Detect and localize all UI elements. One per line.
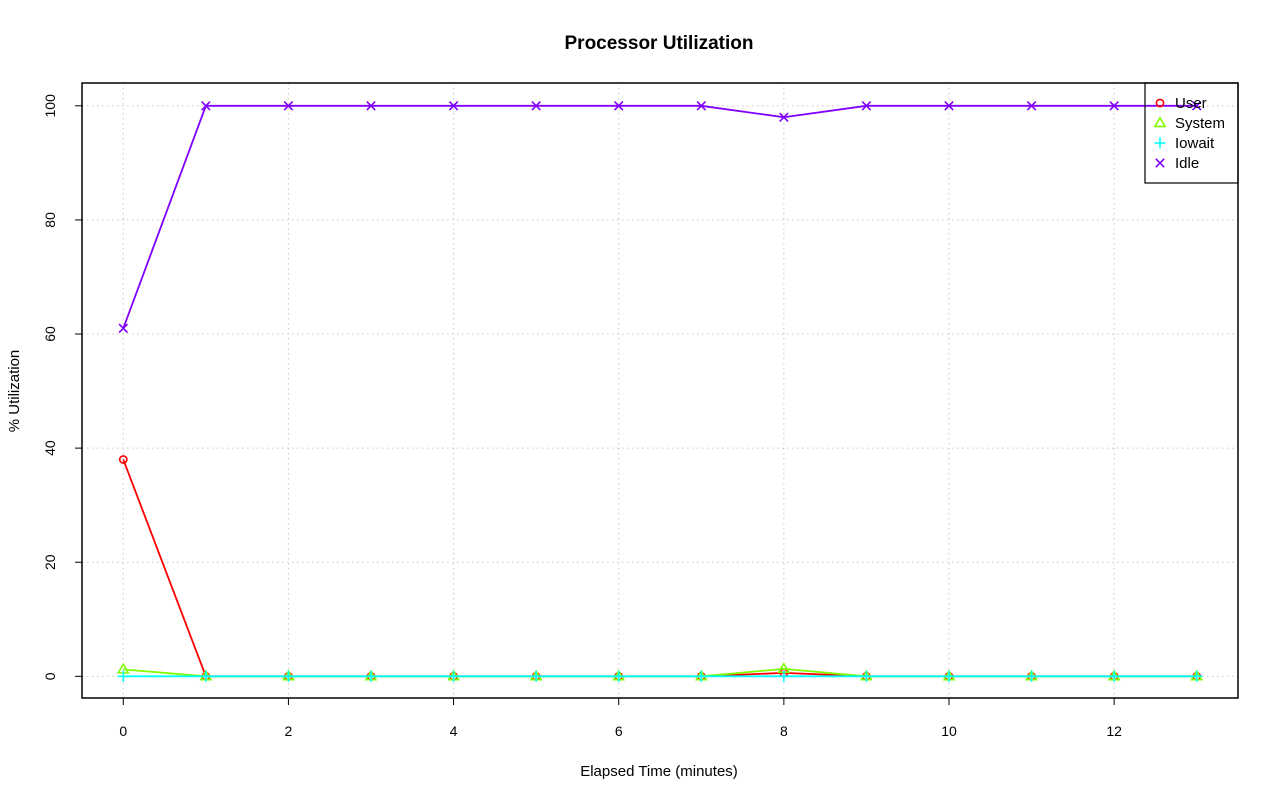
- plot-frame: [81, 82, 1239, 699]
- point: [1153, 116, 1167, 128]
- x-axis-label: Elapsed Time (minutes): [580, 763, 738, 780]
- point: [448, 670, 460, 682]
- point: [1191, 670, 1203, 682]
- point: [531, 101, 541, 111]
- point: [779, 112, 789, 122]
- y-axis: 0 20 40 60 80 100: [42, 94, 83, 680]
- point: [448, 101, 459, 111]
- point: [613, 101, 624, 111]
- legend-item-iowait: Iowait: [1154, 135, 1215, 152]
- series-system: [116, 662, 1204, 681]
- point: [117, 670, 129, 682]
- point: [613, 670, 625, 682]
- y-tick-label: 40: [42, 440, 58, 456]
- legend-label: Iowait: [1175, 135, 1215, 152]
- y-tick-label: 60: [42, 326, 58, 342]
- point: [778, 670, 790, 682]
- point: [530, 670, 542, 682]
- y-tick-label: 80: [42, 212, 58, 228]
- point: [1155, 98, 1165, 108]
- legend-item-idle: Idle: [1155, 155, 1199, 172]
- grid-lines: [82, 83, 1238, 698]
- legend-label: Idle: [1175, 155, 1199, 172]
- point: [695, 670, 707, 682]
- point: [365, 670, 377, 682]
- point: [696, 101, 707, 111]
- point: [118, 323, 129, 334]
- x-tick-label: 8: [780, 723, 788, 739]
- point: [282, 670, 294, 682]
- x-axis: 0 2 4 6 8 10 12: [119, 697, 1122, 739]
- point: [943, 670, 955, 682]
- point: [200, 670, 212, 682]
- point: [860, 670, 872, 682]
- x-tick-label: 10: [941, 723, 957, 739]
- point: [283, 101, 294, 111]
- point: [1154, 137, 1166, 149]
- legend-label: User: [1175, 95, 1207, 112]
- x-tick-label: 4: [450, 723, 458, 739]
- series-idle: [118, 101, 1202, 334]
- series-line-idle: [122, 104, 1197, 329]
- series-iowait: [117, 670, 1203, 682]
- y-tick-label: 100: [42, 94, 58, 118]
- series-user: [118, 455, 1202, 681]
- legend-item-system: System: [1153, 115, 1225, 132]
- legend-label: System: [1175, 115, 1225, 132]
- legend-item-user: User: [1155, 95, 1207, 112]
- series-line-user: [122, 459, 1197, 678]
- point: [201, 101, 211, 111]
- point: [366, 101, 376, 111]
- point: [861, 101, 872, 111]
- point: [1155, 158, 1165, 168]
- point: [1191, 101, 1202, 111]
- x-tick-label: 12: [1106, 723, 1122, 739]
- x-tick-label: 6: [615, 723, 623, 739]
- y-tick-label: 0: [42, 672, 58, 680]
- y-axis-label: % Utilization: [6, 350, 23, 433]
- point: [1108, 670, 1120, 682]
- point: [1026, 101, 1037, 111]
- point: [118, 455, 128, 464]
- chart-title: Processor Utilization: [565, 33, 754, 54]
- legend: User System Iowait Idle: [1144, 82, 1239, 184]
- point: [944, 101, 954, 111]
- point: [1026, 670, 1038, 682]
- legend-box: [1144, 82, 1239, 184]
- point: [1109, 101, 1119, 111]
- series-layer: [116, 101, 1204, 682]
- x-tick-label: 2: [285, 723, 293, 739]
- x-tick-label: 0: [119, 723, 127, 739]
- y-tick-label: 20: [42, 554, 58, 570]
